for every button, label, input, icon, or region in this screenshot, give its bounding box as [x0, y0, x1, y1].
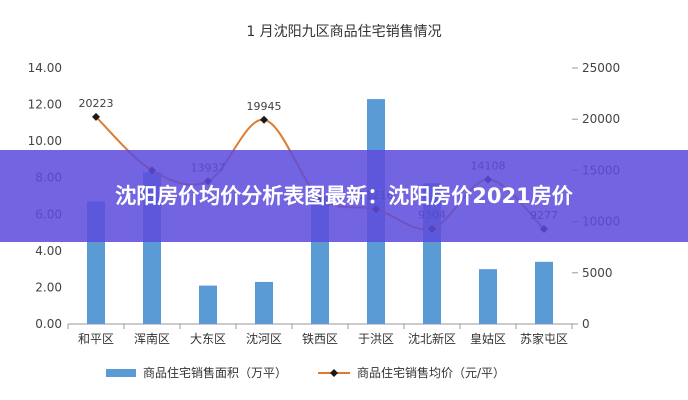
y-right-tick-label: 20000 [582, 112, 620, 126]
legend: 商品住宅销售面积（万平） 商品住宅销售均价（元/平） [106, 365, 505, 380]
x-tick-label: 和平区 [78, 332, 114, 346]
bar [479, 269, 497, 324]
x-tick-label: 苏家屯区 [520, 331, 568, 346]
x-tick-label: 于洪区 [358, 332, 394, 346]
x-tick-label: 大东区 [190, 332, 226, 346]
bar [535, 261, 553, 324]
legend-label-price: 商品住宅销售均价（元/平） [357, 365, 505, 380]
bar [199, 285, 217, 324]
legend-swatch-marker [330, 369, 338, 377]
legend-swatch-bar [106, 369, 136, 377]
x-tick-label: 浑南区 [134, 331, 170, 346]
legend-label-area: 商品住宅销售面积（万平） [143, 365, 287, 380]
x-tick-label: 沈河区 [246, 331, 282, 346]
chart-title: 1 月沈阳九区商品住宅销售情况 [246, 24, 441, 40]
price-marker [260, 115, 268, 124]
y-left-tick-label: 2.00 [35, 280, 62, 294]
y-left-tick-label: 0.00 [35, 317, 62, 331]
price-data-label: 19945 [247, 100, 282, 113]
banner-title: 沈阳房价均价分析表图最新：沈阳房价2021房价 [115, 183, 573, 208]
price-marker [92, 112, 100, 121]
x-tick-label: 铁西区 [302, 332, 338, 346]
y-right-tick-label: 25000 [582, 61, 620, 75]
y-left-tick-label: 10.00 [28, 134, 62, 148]
x-tick-label: 沈北新区 [408, 331, 456, 346]
y-left-tick-label: 14.00 [28, 61, 62, 75]
y-right-tick-label: 5000 [582, 266, 613, 280]
bar [255, 281, 273, 324]
title-banner: 沈阳房价均价分析表图最新：沈阳房价2021房价 [0, 150, 688, 242]
price-data-label: 20223 [79, 97, 114, 110]
x-tick-label: 皇姑区 [470, 332, 506, 346]
y-left-tick-label: 4.00 [35, 244, 62, 258]
y-right-tick-label: 0 [582, 317, 590, 331]
y-left-tick-label: 12.00 [28, 98, 62, 112]
